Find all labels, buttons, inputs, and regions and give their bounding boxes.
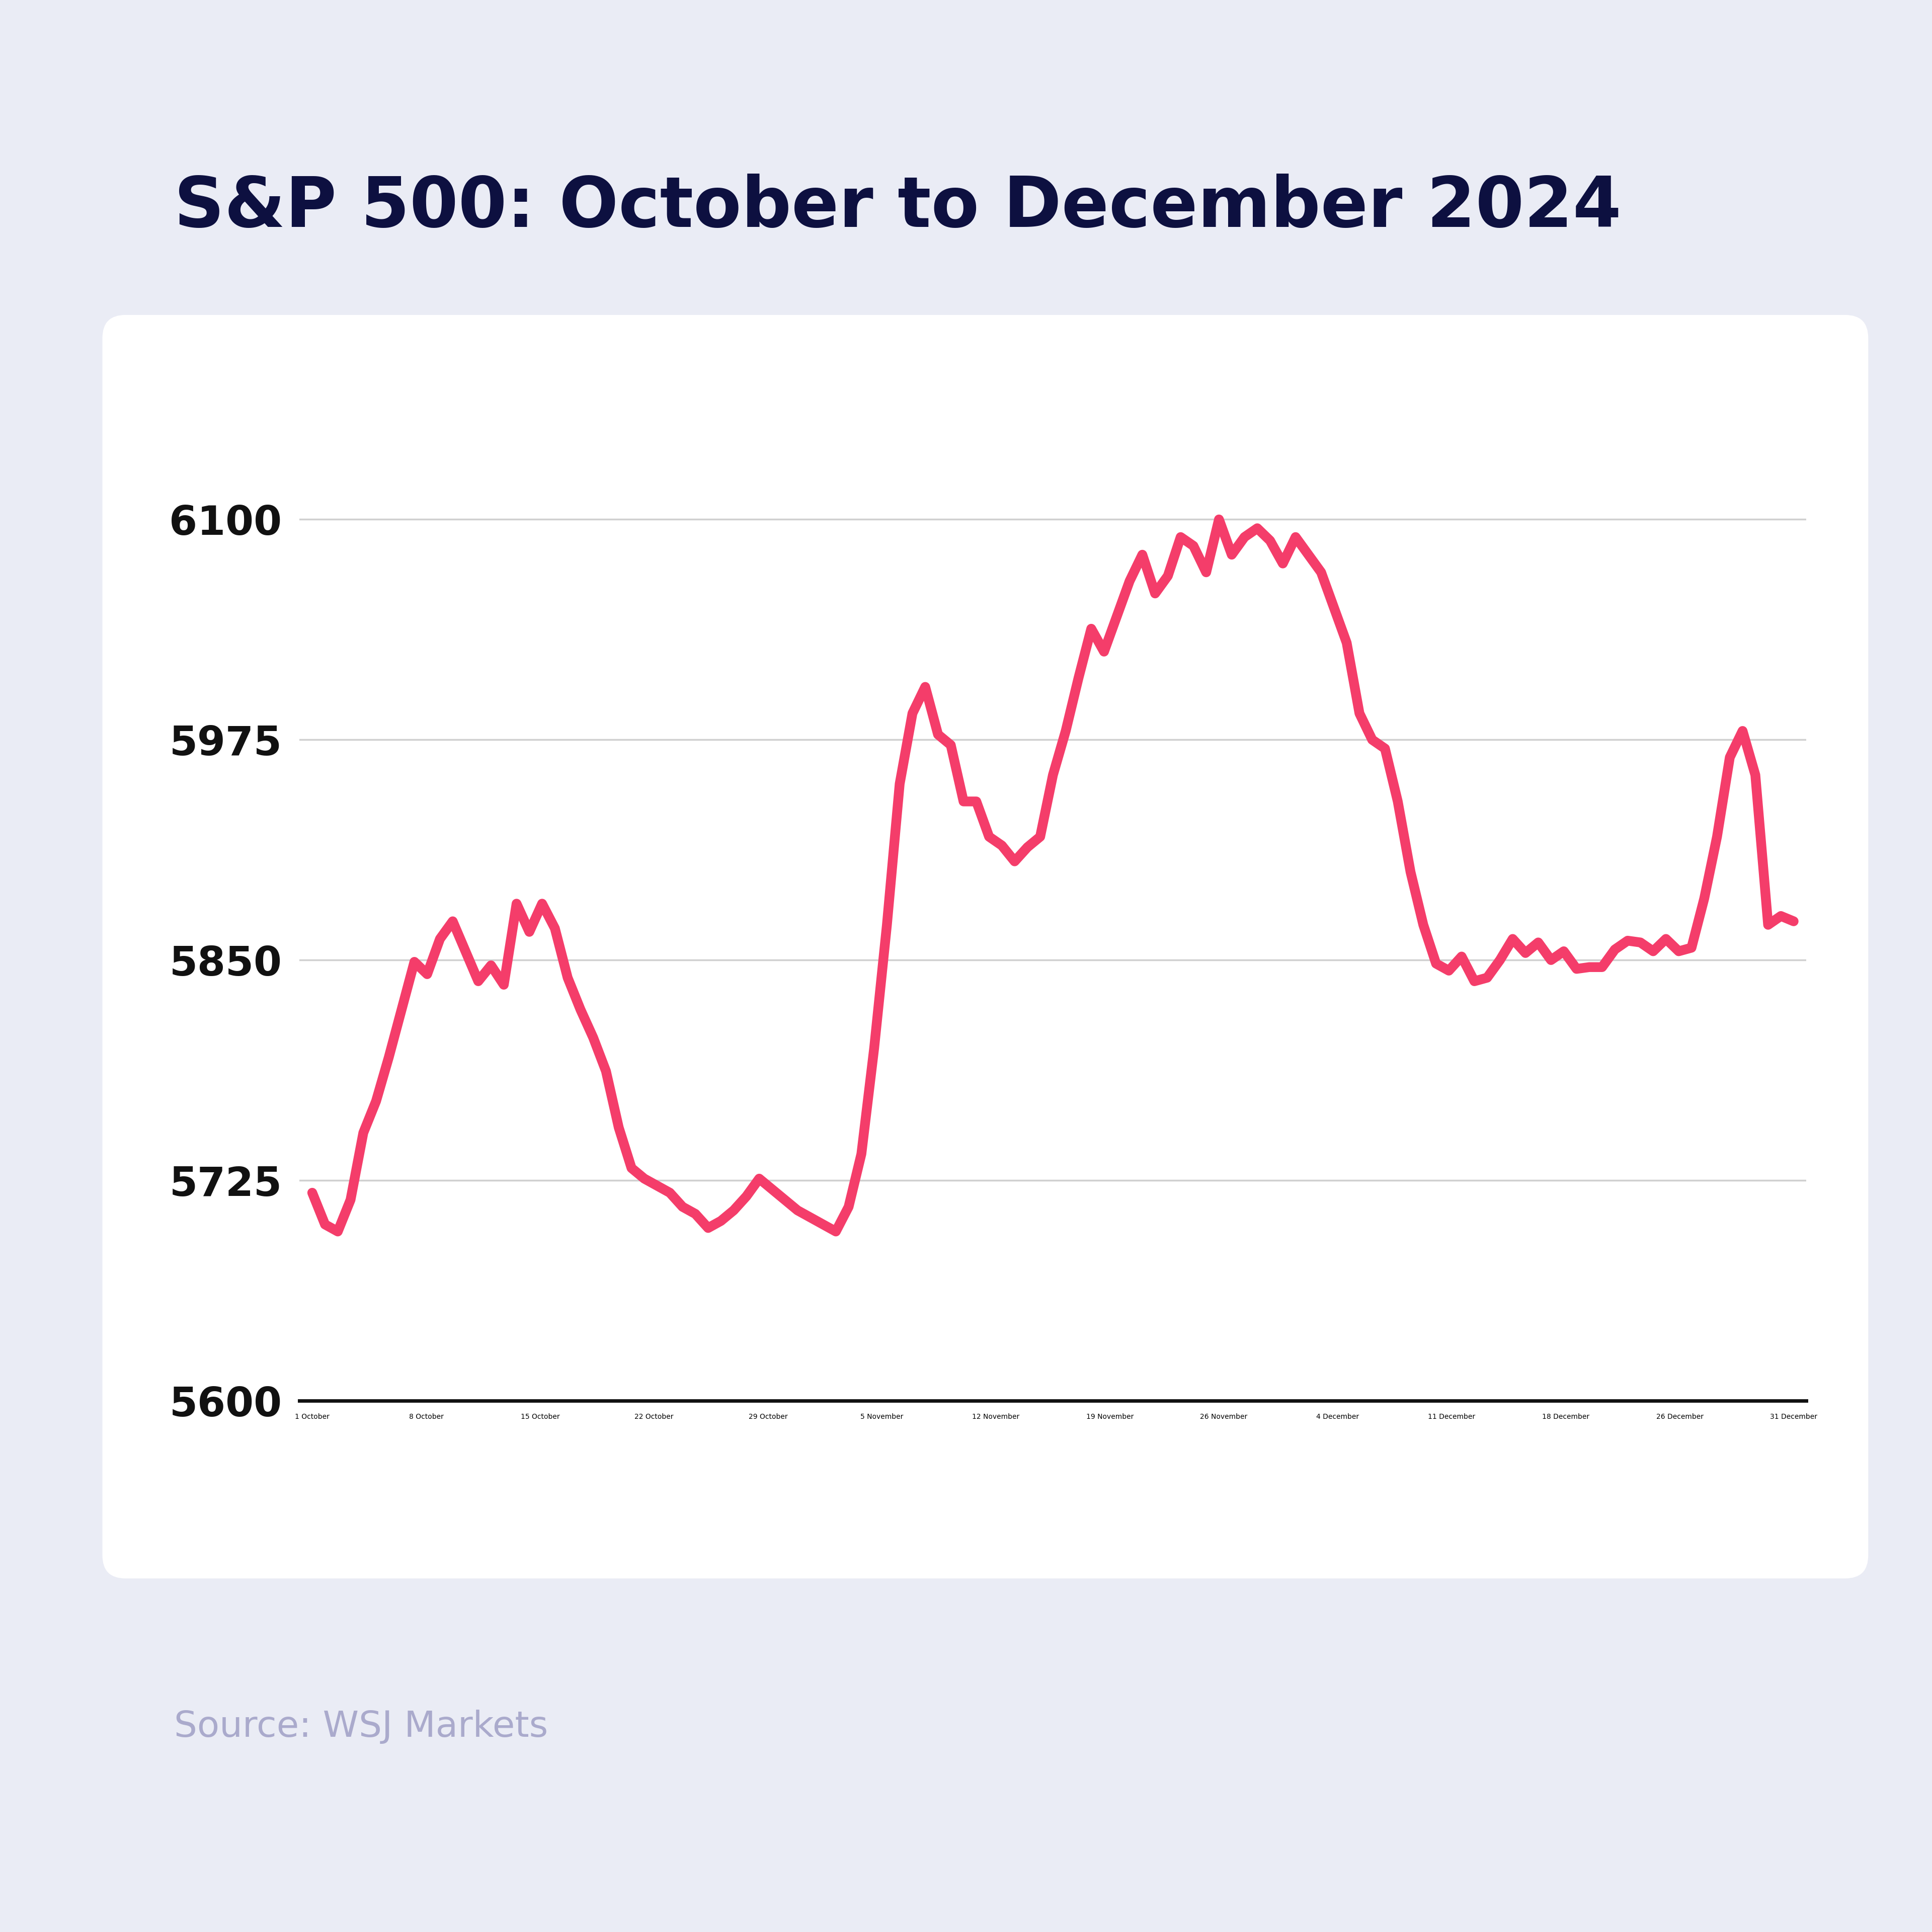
Text: S&P 500: October to December 2024: S&P 500: October to December 2024 (174, 174, 1621, 242)
Text: Source: WSJ Markets: Source: WSJ Markets (174, 1710, 549, 1745)
